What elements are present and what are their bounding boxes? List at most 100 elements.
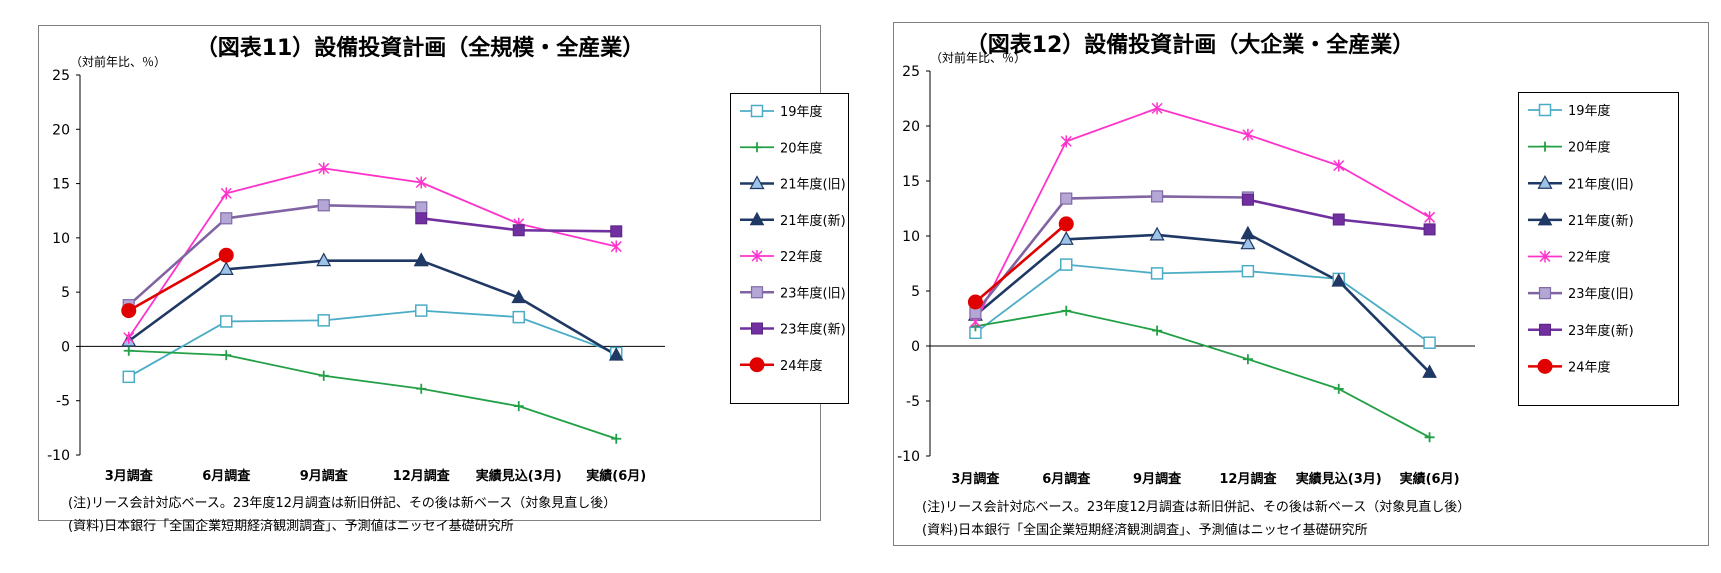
data-point <box>611 433 622 444</box>
series-line <box>128 309 617 378</box>
data-point <box>1422 364 1437 378</box>
chart-panel-zenkibo: （図表11）設備投資計画（全規模・全産業） （対前年比、％） 25 20 15 10 5 0 -… <box>0 0 860 573</box>
legend-entry: 23年度(新) <box>780 322 846 338</box>
footnote: (注)リース会計対応ベース。23年度12月調査は新旧併記、その後は新ベース（対象… <box>68 495 616 511</box>
series-line <box>974 233 1249 317</box>
data-point <box>416 383 427 394</box>
data-point <box>1424 432 1435 443</box>
data-point <box>122 370 135 384</box>
series-0 <box>974 263 1431 344</box>
series-1 <box>128 349 617 440</box>
y-tick-label: 20 <box>52 122 70 138</box>
data-point <box>415 201 428 214</box>
legend-entry: 22年度 <box>780 249 823 265</box>
legend-entry: 20年度 <box>1568 140 1611 156</box>
series-markers-7 <box>967 216 1074 310</box>
data-point <box>1241 264 1255 278</box>
series-2 <box>974 233 1249 317</box>
y-unit-label: （対前年比、％） <box>930 50 1026 65</box>
legend-entry: 21年度(旧) <box>1568 176 1634 192</box>
series-line <box>127 259 422 343</box>
legend-box <box>1518 92 1679 406</box>
data-point <box>512 310 525 324</box>
data-point <box>316 252 332 267</box>
series-line <box>128 349 617 440</box>
legend-entry: 24年度 <box>1568 359 1611 375</box>
data-point <box>1150 267 1164 280</box>
series-line <box>127 203 422 307</box>
data-point <box>610 240 622 253</box>
series-markers-6 <box>415 212 623 238</box>
chart-panel-daikigyo: （図表12）設備投資計画（大企業・全産業） （対前年比、％） 25 20 15 10 5 0 -… <box>890 0 1721 573</box>
data-point <box>1241 193 1254 206</box>
data-point <box>511 289 527 304</box>
y-tick-label: 5 <box>61 285 70 301</box>
series-markers-7 <box>121 247 234 319</box>
chart-svg-1: （図表12）設備投資計画（大企業・全産業）（対前年比、％） 25 20 15 10 5 0 -… <box>893 22 1709 546</box>
series-markers-4 <box>969 102 1436 328</box>
legend-entry: 20年度 <box>780 140 823 156</box>
legend-entry: 19年度 <box>780 104 823 120</box>
data-point <box>1060 258 1073 271</box>
legend-swatch-marker <box>1539 250 1551 263</box>
legend-swatch-marker <box>749 175 765 190</box>
x-category-label: 9月調査 <box>300 468 349 484</box>
data-point <box>1149 226 1165 241</box>
series-markers-3 <box>1240 225 1437 378</box>
data-point <box>123 331 135 344</box>
x-category-label: 3月調査 <box>105 468 154 484</box>
data-point <box>220 187 232 200</box>
x-category-label: 6月調査 <box>202 468 251 484</box>
data-point <box>415 212 428 225</box>
legend-swatch-marker <box>750 104 764 118</box>
series-line <box>974 195 1248 314</box>
series-0 <box>128 309 617 378</box>
data-point <box>1061 305 1072 316</box>
legend-swatch-marker <box>752 142 762 153</box>
x-category-label: 実績(6月) <box>586 468 646 484</box>
data-point <box>1423 223 1436 236</box>
series-5 <box>127 203 422 307</box>
series-markers-1 <box>123 345 622 444</box>
data-point <box>1058 216 1074 232</box>
x-category-label: 3月調査 <box>951 471 1000 487</box>
data-point <box>318 162 330 175</box>
series-line <box>974 263 1431 344</box>
legend-swatch-marker <box>751 250 763 262</box>
y-tick-label: 0 <box>61 339 70 355</box>
legend-entry: 23年度(新) <box>1568 323 1634 339</box>
y-tick-label: 0 <box>911 339 920 355</box>
data-point <box>513 401 524 412</box>
legend: 19年度 20年度 21年度(旧) 21年度(新) 22年度 23年度(旧) 23年度(新)… <box>1518 92 1679 406</box>
data-point <box>318 370 329 381</box>
series-5 <box>974 195 1248 314</box>
x-category-label: 9月調査 <box>1133 471 1182 487</box>
y-tick-label: 5 <box>911 284 920 300</box>
chart-frame <box>38 25 821 521</box>
data-point <box>1060 135 1072 148</box>
data-point <box>1423 336 1436 349</box>
series-line <box>974 107 1431 323</box>
x-category-label: 6月調査 <box>1042 471 1091 487</box>
data-point <box>415 176 427 189</box>
series-markers-4 <box>123 162 622 344</box>
series-2 <box>127 259 422 343</box>
legend-swatch-marker <box>1537 174 1553 189</box>
legend-entry: 21年度(旧) <box>780 177 846 193</box>
y-tick-label: -10 <box>47 448 70 464</box>
x-category-label: 12月調査 <box>1219 471 1277 487</box>
data-point <box>1240 235 1256 250</box>
data-point <box>1240 225 1256 240</box>
x-category-label: 実績見込(3月) <box>476 468 562 484</box>
legend-swatch-marker <box>1539 323 1551 336</box>
data-point <box>220 315 233 328</box>
series-markers-0 <box>969 258 1436 349</box>
data-point <box>1332 213 1345 226</box>
y-tick-label: -10 <box>897 449 920 465</box>
legend-swatch-marker <box>1538 287 1552 300</box>
data-point <box>221 350 232 361</box>
legend-entry: 24年度 <box>780 358 823 374</box>
legend-swatch-marker <box>749 357 765 373</box>
legend-swatch-marker <box>1538 103 1552 117</box>
x-category-label: 実績見込(3月) <box>1296 471 1382 487</box>
